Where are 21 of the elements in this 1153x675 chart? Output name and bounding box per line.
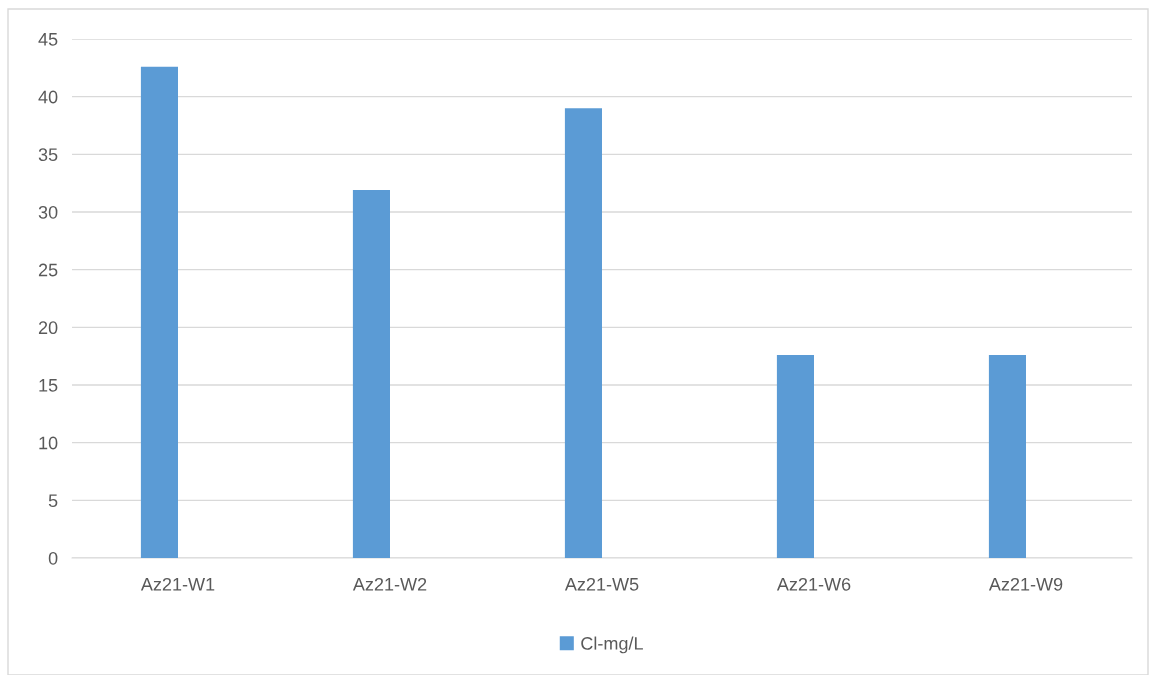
y-tick-label: 15 xyxy=(39,379,58,392)
bar xyxy=(988,355,1026,558)
x-tick-label: Az21-W5 xyxy=(564,577,639,591)
y-tick-label: 30 xyxy=(38,205,58,219)
y-tick-label: 5 xyxy=(48,494,58,508)
x-tick-label: Az21-W6 xyxy=(776,577,851,591)
bar xyxy=(140,66,178,558)
bar xyxy=(352,190,390,558)
y-tick-label: 25 xyxy=(38,263,58,277)
y-tick-label: 20 xyxy=(38,321,58,335)
y-tick-label: 45 xyxy=(38,33,58,46)
x-tick-label: Az21-W2 xyxy=(352,577,427,591)
y-tick-label: 0 xyxy=(48,551,58,565)
y-tick-label: 10 xyxy=(39,436,58,450)
legend-label: Cl-mg/L xyxy=(581,636,643,654)
bar xyxy=(776,355,814,558)
y-tick-label: 35 xyxy=(38,148,58,162)
y-tick-label: 40 xyxy=(38,90,58,104)
bar xyxy=(564,108,602,558)
x-tick-label: Az21-W9 xyxy=(988,577,1063,591)
x-tick-label: Az21-W1 xyxy=(140,577,215,591)
